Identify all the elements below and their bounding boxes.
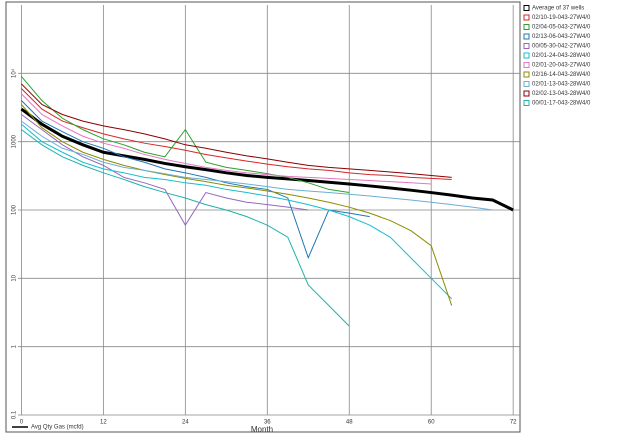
series-line xyxy=(21,120,493,211)
legend-swatch xyxy=(523,100,530,106)
legend-swatch xyxy=(523,5,530,11)
y-tick-label: 10 xyxy=(12,274,18,281)
legend-label: 02/02-13-043-28W4/0 xyxy=(532,91,591,97)
legend-swatch xyxy=(523,24,530,30)
series-line xyxy=(21,123,453,300)
legend-label: 00/01-17-043-28W4/0 xyxy=(532,101,591,107)
series-line xyxy=(21,129,350,327)
series-line xyxy=(21,114,309,227)
y-tick-label: 1 xyxy=(12,344,18,348)
legend-swatch xyxy=(523,14,530,21)
y-tick-label: 10⁴ xyxy=(11,68,18,78)
x-tick-label: 72 xyxy=(510,420,517,426)
legend-swatch xyxy=(523,62,530,68)
x-axis-label: Month xyxy=(251,425,273,434)
x-tick-label: 60 xyxy=(428,420,435,426)
legend-swatch xyxy=(523,52,530,59)
legend-label: 02/01-24-043-28W4/0 xyxy=(532,53,591,59)
x-tick-label: 24 xyxy=(182,420,189,426)
legend-label: 02/01-13-043-28W4/0 xyxy=(532,82,591,88)
legend-label: 02/13-06-043-27W4/0 xyxy=(532,34,591,40)
legend-swatch xyxy=(523,90,530,97)
x-tick-label: 0 xyxy=(20,420,24,426)
x-tick-label: 36 xyxy=(264,420,271,426)
legend-label: 02/16-14-043-28W4/0 xyxy=(532,72,591,78)
y-tick-label: 0.1 xyxy=(12,410,18,419)
legend-swatch xyxy=(523,43,530,49)
legend-label: 02/01-20-043-27W4/0 xyxy=(532,63,591,69)
series-line xyxy=(21,104,453,306)
legend-label: 02/04-05-043-27W4/0 xyxy=(532,25,591,31)
y-axis-label: Avg Qty Gas (mcfd) xyxy=(31,425,84,431)
legend-label: Average of 37 wells xyxy=(532,6,584,12)
series-line xyxy=(21,76,350,194)
plot-frame xyxy=(5,1,521,433)
series-line xyxy=(20,107,514,212)
series-line xyxy=(21,93,432,185)
series-line xyxy=(21,100,370,260)
legend-swatch xyxy=(523,71,530,78)
legend-label: 00/05-30-042-27W4/0 xyxy=(532,44,591,50)
y-tick-label: 1000 xyxy=(12,134,18,148)
legend-swatch xyxy=(523,81,530,87)
x-tick-label: 48 xyxy=(346,420,353,426)
series-line xyxy=(21,83,452,178)
series-line xyxy=(21,88,452,180)
legend-swatch xyxy=(523,33,530,40)
legend-label: 02/10-19-043-27W4/0 xyxy=(532,15,591,21)
y-tick-label: 100 xyxy=(12,204,18,215)
x-tick-label: 12 xyxy=(100,420,107,426)
